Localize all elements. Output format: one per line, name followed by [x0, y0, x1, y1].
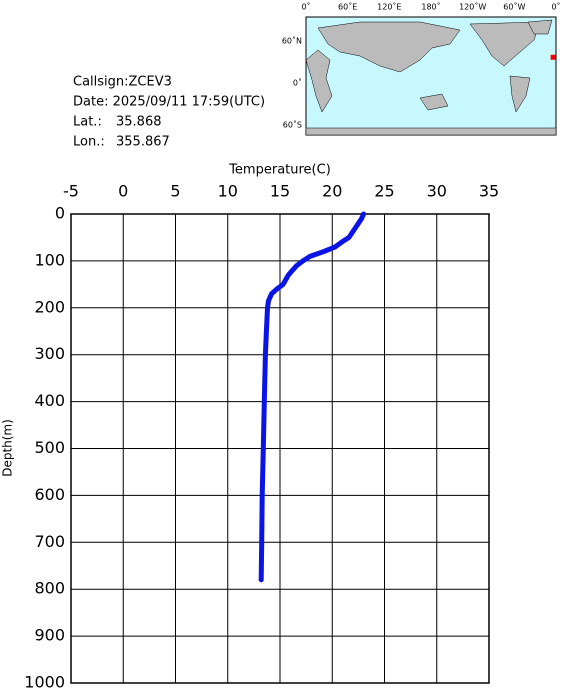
map-lon-label: 0˚ [301, 2, 310, 12]
y-tick-label: 500 [34, 438, 65, 457]
y-tick-label: 700 [34, 532, 65, 551]
lat-label: Lat.: [73, 115, 102, 130]
map-lon-label: 120˚W [459, 2, 486, 12]
temperature-profile [258, 211, 367, 583]
x-tick-label: 10 [218, 182, 238, 201]
station-marker [550, 54, 556, 60]
map-lon-label: 120˚E [377, 2, 401, 12]
y-tick-label: 300 [34, 344, 65, 363]
lat-value: 35.868 [116, 115, 162, 130]
lon-value: 355.867 [116, 135, 170, 150]
y-tick-label: 800 [34, 579, 65, 598]
date: Date: 2025/09/11 17:59(UTC) [73, 95, 265, 110]
x-tick-label: -5 [63, 182, 79, 201]
map-lon-label: 180˚ [421, 2, 440, 12]
map-lon-label: 60˚W [503, 2, 525, 12]
y-tick-label: 100 [34, 250, 65, 269]
y-tick-label: 200 [34, 297, 65, 316]
y-tick-label: 400 [34, 391, 65, 410]
y-tick-label: 900 [34, 626, 65, 645]
y-axis-label: Depth(m) [1, 419, 15, 477]
map-lat-label: 60˚N [282, 36, 302, 46]
y-tick-label: 1000 [24, 673, 65, 691]
x-tick-label: 25 [374, 182, 394, 201]
callsign: Callsign:ZCEV3 [73, 75, 172, 90]
x-tick-label: 0 [118, 182, 128, 201]
x-tick-label: 5 [170, 182, 180, 201]
map-lon-label: 0˚ [551, 2, 560, 12]
x-tick-label: 15 [270, 182, 290, 201]
x-tick-label: 20 [322, 182, 342, 201]
map-lat-label: 60˚S [283, 120, 302, 130]
y-tick-label: 0 [55, 204, 65, 223]
map-lat-label: 0˚ [293, 78, 302, 88]
x-axis-label: Temperature(C) [228, 163, 331, 178]
map-land [305, 19, 557, 136]
map [305, 16, 557, 136]
x-tick-label: 30 [427, 182, 447, 201]
lon-label: Lon.: [73, 135, 105, 150]
x-tick-label: 35 [479, 182, 499, 201]
map-lon-label: 60˚E [338, 2, 357, 12]
y-tick-label: 600 [34, 485, 65, 504]
